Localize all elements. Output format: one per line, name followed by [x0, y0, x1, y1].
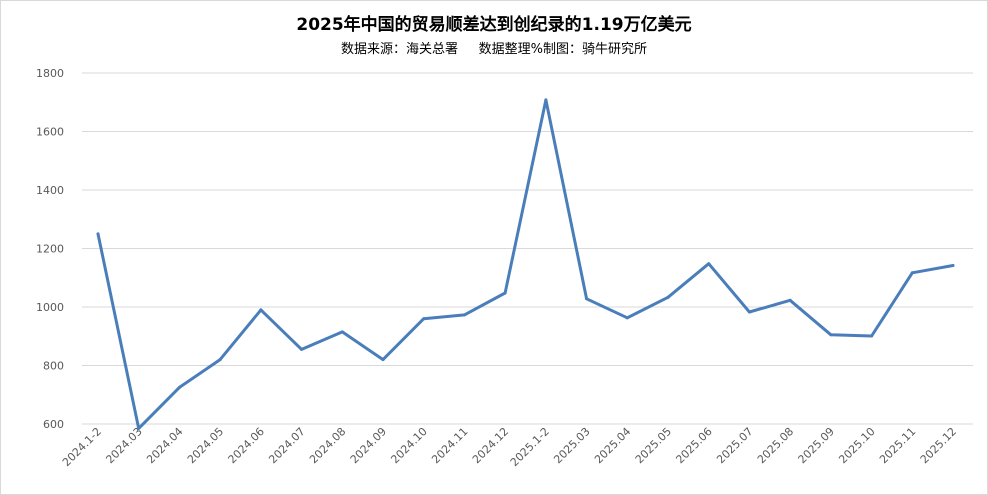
y-tick-label: 1600: [36, 126, 64, 139]
data-point: [177, 385, 181, 389]
x-tick-label: 2025.1-2: [508, 425, 552, 469]
chart-subtitle: 数据来源：海关总署 数据整理%制图：骑牛研究所: [340, 42, 647, 57]
data-point: [910, 271, 914, 275]
x-tick-label: 2025.05: [633, 425, 674, 466]
data-point: [259, 308, 263, 312]
data-point: [340, 330, 344, 334]
data-point: [300, 347, 304, 351]
data-point: [503, 291, 507, 295]
data-point: [625, 316, 629, 320]
y-tick-label: 1200: [36, 243, 64, 256]
x-tick-label: 2025.06: [673, 425, 714, 466]
x-tick-label: 2025.10: [836, 425, 877, 466]
series-layer: [96, 98, 955, 430]
x-tick-label: 2024.04: [144, 425, 185, 466]
y-tick-label: 1400: [36, 184, 64, 197]
series-line: [96, 98, 955, 430]
gridlines: [82, 72, 973, 425]
data-point: [951, 263, 955, 267]
data-point: [544, 98, 548, 102]
data-point: [585, 297, 589, 301]
x-tick-label: 2024.06: [226, 425, 267, 466]
x-tick-label: 2025.08: [755, 425, 796, 466]
y-axis-ticks: 600 800 1000 1200 1400 1600 1800: [36, 67, 64, 431]
y-tick-label: 600: [43, 418, 64, 431]
x-tick-label: 2024.10: [388, 425, 429, 466]
chart-title: 2025年中国的贸易顺差达到创纪录的1.19万亿美元: [296, 15, 692, 35]
x-tick-label: 2024.09: [348, 425, 389, 466]
data-point: [666, 295, 670, 299]
data-point: [829, 333, 833, 337]
data-point: [747, 310, 751, 314]
x-tick-label: 2024.07: [266, 425, 307, 466]
x-tick-label: 2025.12: [918, 425, 959, 466]
x-tick-label: 2025.11: [877, 425, 918, 466]
data-point: [218, 358, 222, 362]
x-tick-label: 2025.04: [592, 425, 633, 466]
data-point: [137, 426, 141, 430]
data-point: [707, 262, 711, 266]
x-tick-label: 2024.08: [307, 425, 348, 466]
x-tick-label: 2024.03: [103, 425, 144, 466]
y-tick-label: 1000: [36, 301, 64, 314]
data-point: [96, 232, 100, 236]
x-tick-label: 2025.07: [714, 425, 755, 466]
x-tick-label: 2024.12: [470, 425, 511, 466]
x-tick-label: 2025.03: [551, 425, 592, 466]
data-point: [462, 313, 466, 317]
x-tick-label: 2024.11: [429, 425, 470, 466]
data-point: [381, 358, 385, 362]
data-point: [788, 298, 792, 302]
x-axis-ticks: 2024.1-2 2024.03 2024.04 2024.05 2024.06 2024…: [60, 425, 959, 469]
x-tick-label: 2025.09: [796, 425, 837, 466]
data-point: [870, 334, 874, 338]
y-tick-label: 1800: [36, 67, 64, 80]
y-tick-label: 800: [43, 360, 64, 373]
data-point: [422, 317, 426, 321]
x-tick-label: 2024.1-2: [60, 425, 104, 469]
x-tick-label: 2024.05: [185, 425, 226, 466]
